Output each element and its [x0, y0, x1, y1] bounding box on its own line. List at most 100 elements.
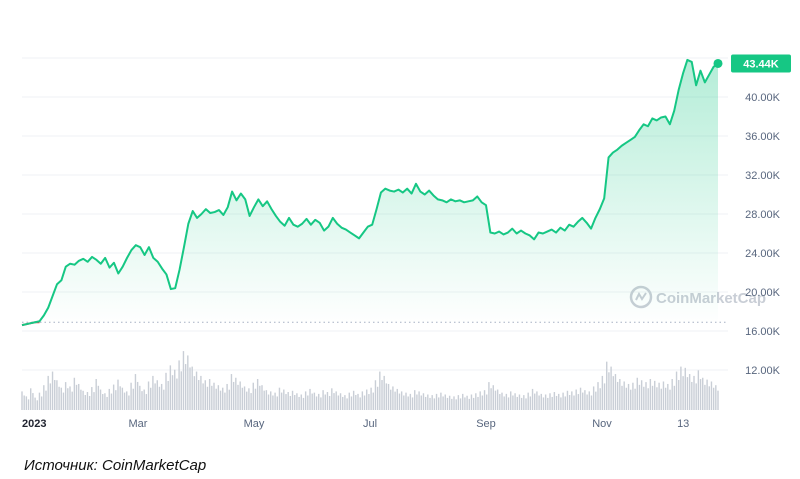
- volume-bar: [549, 393, 551, 410]
- volume-bar: [662, 381, 665, 410]
- volume-bar: [702, 377, 704, 410]
- volume-bar: [320, 397, 322, 410]
- volume-bar: [136, 381, 139, 410]
- volume-bar: [392, 386, 394, 410]
- volume-bar: [333, 393, 335, 410]
- volume-bar: [180, 371, 182, 410]
- volume-bar: [58, 386, 60, 410]
- volume-bar: [444, 394, 446, 410]
- volume-bar: [551, 396, 553, 410]
- volume-bar: [542, 397, 545, 410]
- volume-bar: [623, 381, 625, 410]
- volume-bar: [608, 372, 610, 410]
- volume-bar: [547, 397, 549, 410]
- volume-bar: [246, 391, 248, 410]
- volume-bar: [208, 379, 211, 410]
- x-tick-label: 13: [677, 418, 689, 430]
- y-axis: 12.00K 16.00K 20.00K 24.00K 28.00K 32.00K 36.0…: [745, 92, 781, 377]
- volume-bar: [455, 399, 457, 410]
- volume-bar: [440, 392, 442, 410]
- volume-bar: [398, 393, 401, 410]
- volume-bar: [160, 383, 163, 410]
- volume-bar: [344, 395, 346, 410]
- volume-bar: [407, 396, 409, 410]
- volume-bar: [143, 389, 145, 410]
- volume-bar: [30, 388, 32, 410]
- volume-bar: [357, 393, 359, 410]
- volume-bar: [322, 390, 324, 410]
- volume-bar: [178, 360, 180, 410]
- volume-bar: [298, 396, 300, 410]
- volume-bar: [688, 374, 691, 410]
- volume-bar: [568, 395, 571, 410]
- volume-bar: [224, 392, 226, 410]
- volume-bar: [514, 393, 516, 410]
- x-tick-label: May: [244, 418, 265, 430]
- volume-bar: [704, 384, 706, 410]
- y-tick-label: 20.00K: [745, 287, 781, 299]
- source-caption: Источник: CoinMarketCap: [24, 457, 207, 474]
- volume-bar: [54, 380, 56, 410]
- volume-bar: [492, 385, 494, 410]
- volume-bar: [254, 388, 257, 410]
- volume-bar: [558, 393, 560, 410]
- volume-bar: [93, 392, 95, 410]
- volume-bar: [165, 372, 167, 410]
- volume-bar: [352, 390, 355, 410]
- volume-bar: [274, 392, 276, 410]
- x-tick-label: Mar: [129, 418, 148, 430]
- volume-bar: [638, 384, 641, 410]
- volume-bar: [400, 391, 403, 410]
- volume-bar: [374, 380, 377, 410]
- volume-bar: [21, 391, 23, 410]
- volume-bar: [503, 396, 505, 410]
- volume-bar: [470, 394, 473, 410]
- volume-bar: [200, 375, 202, 410]
- volume-bar: [483, 390, 486, 410]
- volume-bar: [88, 395, 91, 410]
- volume-bar: [510, 391, 512, 410]
- volume-bar: [682, 376, 684, 410]
- volume-bar: [110, 393, 113, 410]
- volume-bar: [387, 383, 390, 410]
- volume-bar: [134, 374, 137, 410]
- volume-bar: [571, 391, 573, 410]
- volume-bar: [78, 383, 80, 410]
- volume-bar: [599, 388, 601, 410]
- volume-bar: [195, 371, 198, 410]
- volume-bar: [248, 388, 250, 410]
- volume-bar: [411, 397, 414, 410]
- volume-bar: [651, 385, 654, 410]
- volume-bar: [606, 361, 608, 410]
- volume-bar: [468, 398, 470, 410]
- volume-bar: [119, 386, 121, 410]
- volume-bar: [678, 380, 680, 410]
- volume-bar: [708, 386, 710, 410]
- volume-bar: [38, 392, 41, 410]
- volume-bar: [361, 391, 364, 410]
- volume-bar: [126, 391, 128, 410]
- volume-bar: [588, 391, 590, 410]
- volume-bar: [252, 382, 254, 410]
- volume-bar: [331, 388, 333, 410]
- volume-bar: [603, 383, 606, 410]
- volume-bar: [145, 394, 148, 410]
- volume-bar: [239, 381, 241, 410]
- volume-bar: [156, 380, 158, 410]
- volume-bar: [130, 382, 132, 410]
- volume-bar: [715, 385, 717, 410]
- volume-bar: [187, 355, 189, 410]
- volume-bar: [457, 395, 460, 410]
- volume-bar: [376, 386, 379, 410]
- x-tick-label: 2023: [22, 418, 46, 430]
- volume-bar: [403, 395, 405, 410]
- volume-bar: [636, 377, 638, 410]
- volume-bar: [285, 394, 287, 410]
- volume-bar: [621, 385, 623, 410]
- volume-bar: [597, 382, 599, 410]
- volume-bar: [680, 366, 682, 410]
- volume-bar: [601, 375, 604, 410]
- volume-bar: [527, 392, 529, 410]
- volume-bar: [121, 387, 124, 410]
- volume-bar: [158, 386, 161, 410]
